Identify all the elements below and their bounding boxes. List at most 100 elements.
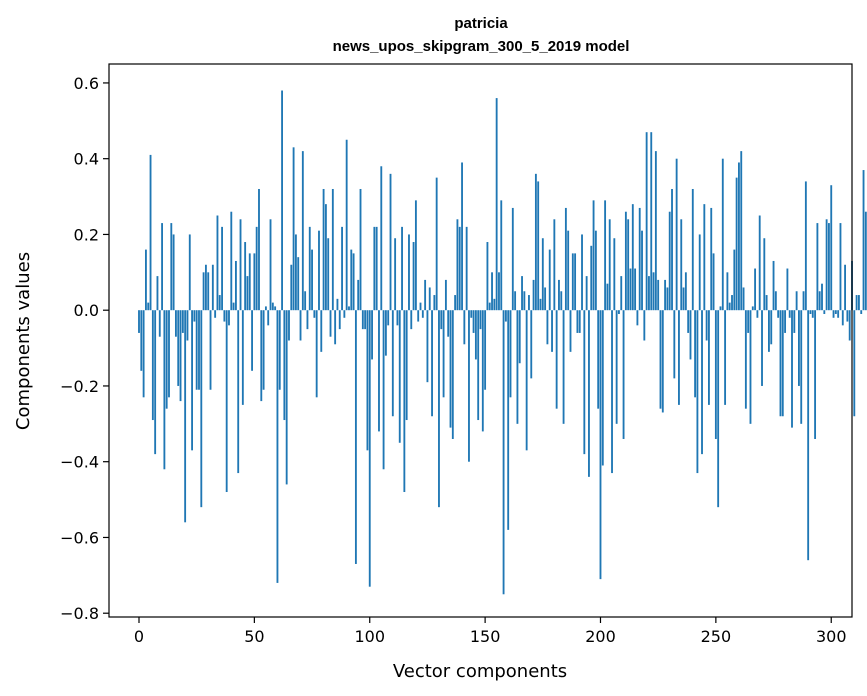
y-tick-label: 0.4 [74,150,99,169]
bar-152 [488,302,491,311]
x-axis: 0 50 100 150 200 250 300 [134,617,847,646]
bar-228 [664,279,667,311]
y-axis: −0.8 −0.6 −0.4 −0.2 0.0 0.2 0.4 0.6 [60,74,109,623]
bar-298 [825,219,828,311]
bar-255 [726,272,729,311]
bar-123 [421,310,424,318]
x-tick-label: 200 [585,627,616,646]
bar-151 [486,242,489,311]
bar-292 [811,310,814,318]
bar-250 [714,310,717,439]
bar-200 [599,310,602,580]
bar-167 [523,291,526,311]
bar-38 [225,310,228,493]
bar-46 [244,242,247,311]
y-tick-label: 0.2 [74,225,99,244]
bar-171 [532,279,535,311]
bar-307 [846,310,849,322]
y-tick-label: −0.4 [60,453,99,472]
bar-299 [828,223,830,311]
bar-66 [290,264,293,311]
bar-145 [472,310,475,333]
bar-191 [578,310,581,333]
bar-212 [627,219,630,311]
bar-78 [318,230,320,311]
bar-221 [648,276,650,311]
bar-144 [470,310,473,318]
bar-301 [832,310,835,318]
bar-125 [426,310,429,383]
bar-99 [366,310,369,451]
bar-284 [793,310,796,333]
bar-113 [398,310,401,443]
bar-274 [770,310,773,345]
bar-185 [564,207,567,311]
bar-156 [498,272,500,311]
bar-31 [209,310,212,390]
bar-201 [601,310,604,466]
bar-186 [567,230,570,311]
bar-194 [585,276,588,311]
bar-93 [352,253,355,311]
bar-122 [419,302,422,311]
bar-267 [754,268,757,311]
bar-308 [848,310,851,341]
bar-143 [468,310,470,462]
bar-220 [645,132,648,311]
bar-306 [844,264,846,311]
bar-149 [481,310,484,432]
bar-247 [708,310,710,405]
bar-21 [186,310,189,341]
x-tick-label: 50 [244,627,264,646]
bar-55 [264,306,267,311]
bar-124 [424,279,427,311]
bar-42 [234,260,237,311]
bar-47 [246,276,249,311]
bar-6 [151,310,154,421]
bar-162 [511,207,514,311]
bar-52 [258,188,260,311]
bar-208 [618,310,620,314]
bar-276 [774,291,777,311]
bar-173 [537,181,540,311]
bar-49 [251,310,253,371]
bar-161 [509,310,512,398]
bar-281 [786,268,789,311]
bar-14 [170,223,173,311]
bar-249 [712,253,715,311]
bar-141 [463,310,466,345]
bar-232 [673,310,676,379]
bar-253 [721,158,724,311]
plot-frame [108,63,853,618]
bar-11 [163,310,166,470]
bar-77 [315,310,318,398]
bar-202 [604,200,607,311]
bar-190 [576,310,579,333]
bar-189 [574,253,577,311]
bar-157 [500,200,503,311]
bar-180 [553,219,556,311]
bar-209 [620,276,623,311]
bar-4 [147,302,150,311]
bar-24 [193,310,196,322]
bar-239 [689,310,692,360]
bar-153 [491,272,493,311]
bar-237 [684,272,687,311]
bar-226 [659,310,662,409]
bar-28 [202,272,205,311]
bar-95 [357,279,360,311]
bar-272 [765,295,768,311]
bar-81 [324,204,327,311]
bar-54 [262,310,265,390]
bar-176 [544,287,547,311]
bar-90 [345,139,348,311]
x-tick-label: 300 [816,627,847,646]
bar-285 [795,291,798,311]
bar-165 [518,310,521,364]
bar-134 [447,310,450,337]
bar-219 [643,310,646,341]
bar-57 [269,219,272,311]
bar-174 [539,298,542,311]
bar-203 [606,283,609,311]
bar-207 [615,310,618,424]
